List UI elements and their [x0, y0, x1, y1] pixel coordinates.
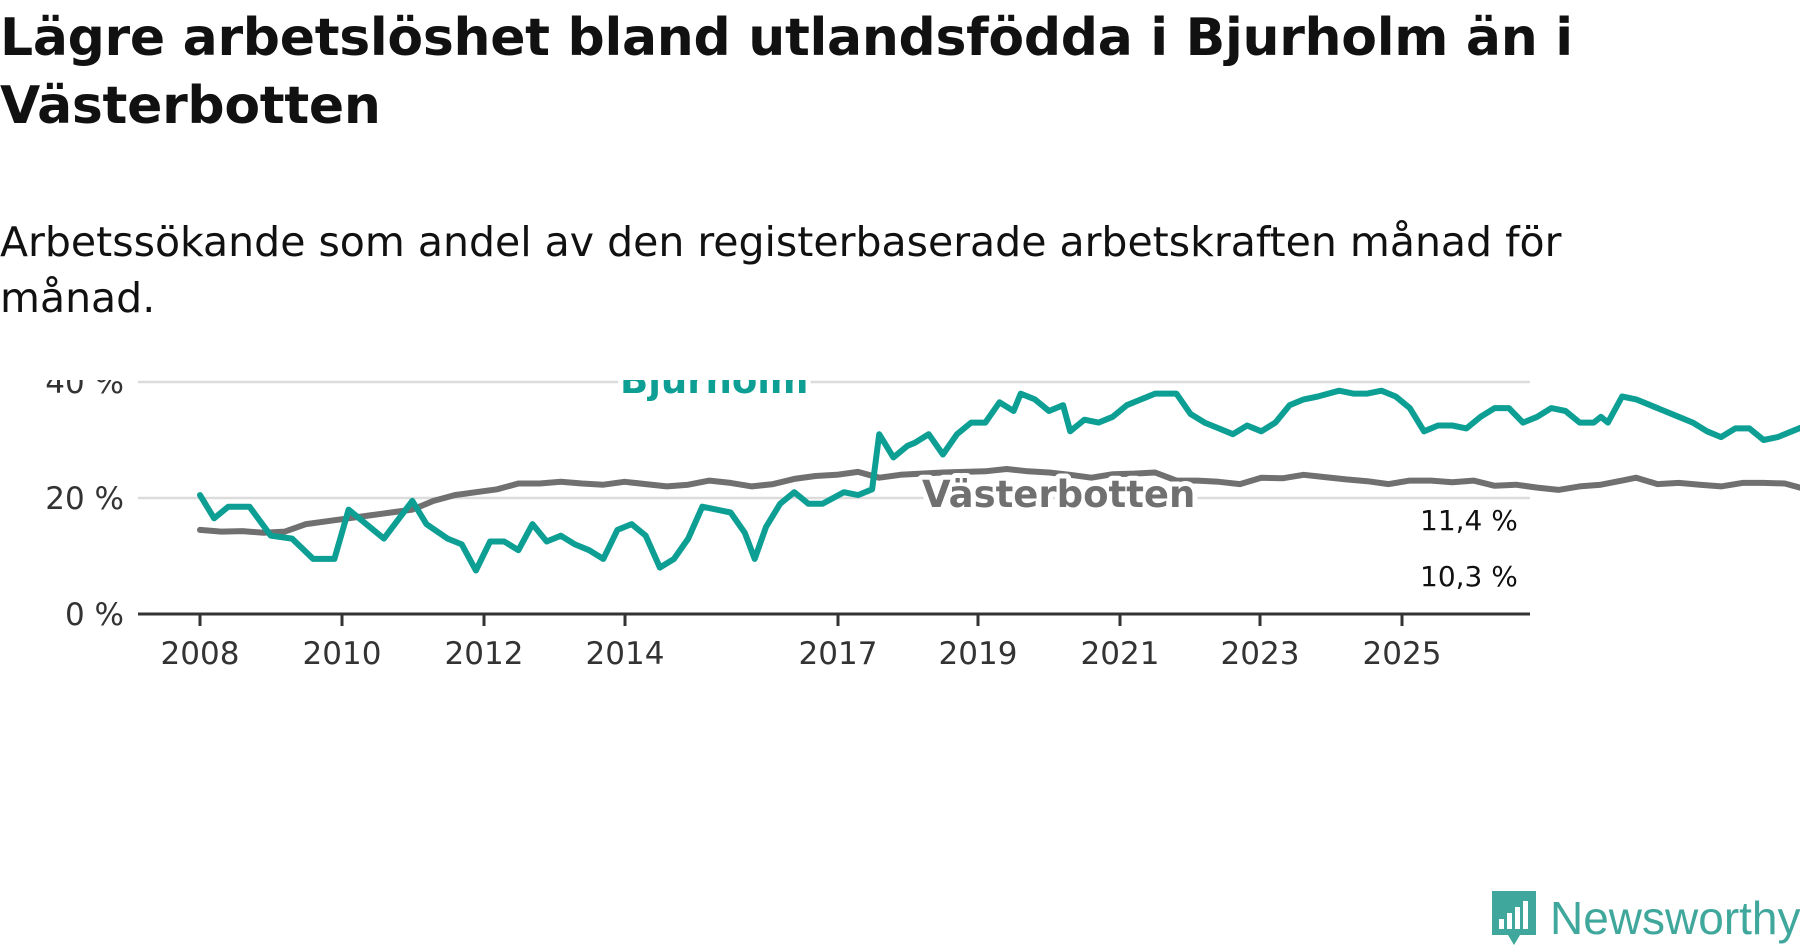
- chart-title: Lägre arbetslöshet bland utlandsfödda i …: [0, 8, 1573, 136]
- chart-subtitle: Arbetssökande som andel av den registerb…: [0, 218, 1562, 322]
- annotations: BjurholmBjurholmVästerbottenVästerbotten…: [615, 380, 1522, 597]
- y-tick-label: 40 %: [45, 380, 124, 401]
- series-label-bjurholm: Bjurholm: [620, 380, 808, 402]
- x-tick-label: 2008: [161, 636, 240, 672]
- series-lines: [197, 387, 1800, 574]
- series-label-vasterbotten: Västerbotten: [922, 473, 1195, 516]
- x-tick-label: 2021: [1081, 636, 1160, 672]
- x-tick-label: 2010: [303, 636, 382, 672]
- x-tick-label: 2025: [1363, 636, 1442, 672]
- end-value-label-bjurholm-halo: 10,3 %: [1420, 560, 1518, 593]
- line-chart: 0 % 20 % 40 % 2008 2010 2012 2014 2017 2019 2021…: [45, 380, 1800, 672]
- brand-name: Newsworthy: [1550, 892, 1800, 944]
- y-tick-label: 20 %: [45, 481, 124, 517]
- x-tick-label: 2019: [939, 636, 1018, 672]
- series-line-vasterbotten: [197, 466, 1800, 536]
- end-value-label-bjurholm: 10,3 %: [1420, 560, 1518, 593]
- newsworthy-logo[interactable]: Newsworthy: [1490, 888, 1800, 948]
- x-tick-label: 2012: [445, 636, 524, 672]
- y-tick-label: 0 %: [65, 597, 124, 633]
- series-label-vasterbotten-halo: Västerbotten: [922, 473, 1195, 516]
- x-tick-label: 2023: [1221, 636, 1300, 672]
- x-tick-label: 2017: [799, 636, 878, 672]
- y-axis-labels: 0 % 20 % 40 %: [45, 380, 124, 633]
- x-tick-label: 2014: [586, 636, 665, 672]
- x-axis: 2008 2010 2012 2014 2017 2019 2021 2023 2025: [138, 612, 1530, 672]
- end-value-label-vasterbotten-halo: 11,4 %: [1420, 504, 1518, 537]
- series-line-bjurholm: [197, 387, 1800, 574]
- grid-lines: [138, 380, 1530, 500]
- newsworthy-logo-icon: [1492, 891, 1536, 945]
- end-value-label-vasterbotten: 11,4 %: [1420, 504, 1518, 537]
